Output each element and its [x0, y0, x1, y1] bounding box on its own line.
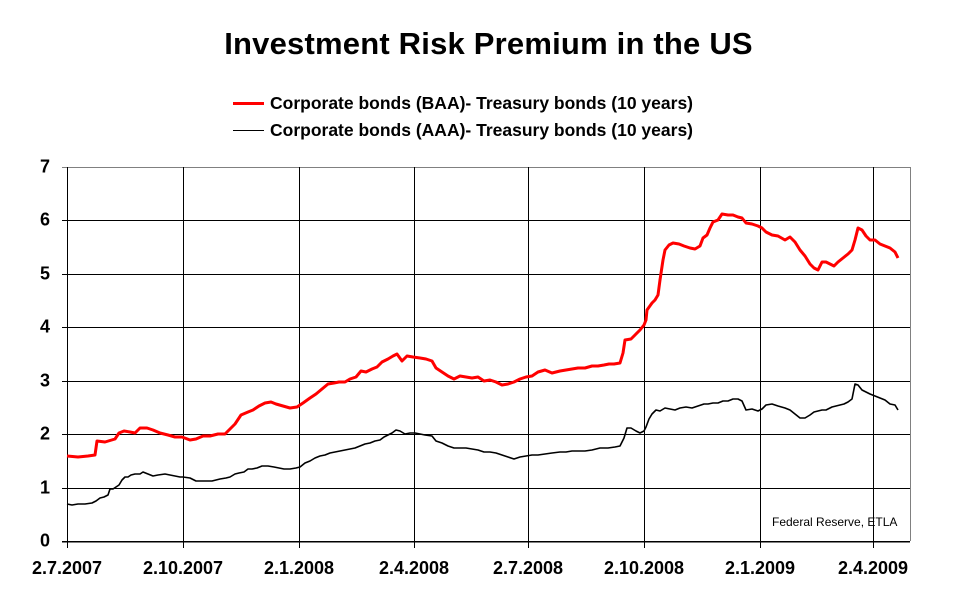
legend-label-aaa: Corporate bonds (AAA)- Treasury bonds (1…	[270, 120, 693, 140]
legend-swatch-black-line-icon	[233, 130, 264, 131]
y-tick-0: 0	[39, 530, 50, 551]
y-tick-6: 6	[39, 209, 50, 230]
vertical-gridlines	[67, 167, 874, 548]
source-annotation: Federal Reserve, ETLA	[772, 515, 898, 529]
x-tick-2-10-2008: 2.10.2008	[603, 558, 685, 578]
y-tick-7: 7	[39, 156, 50, 177]
legend-item-aaa: Corporate bonds (AAA)- Treasury bonds (1…	[233, 117, 693, 144]
y-tick-4: 4	[39, 316, 50, 337]
y-tick-3: 3	[39, 370, 50, 391]
y-tick-2: 2	[39, 423, 50, 444]
x-tick-2-1-2008: 2.1.2008	[263, 558, 335, 578]
x-tick-2-4-2009: 2.4.2009	[837, 558, 909, 578]
x-tick-2-7-2008: 2.7.2008	[492, 558, 564, 578]
series-baa-line	[66, 212, 900, 459]
series-aaa-line	[66, 383, 899, 506]
x-tick-2-4-2008: 2.4.2008	[378, 558, 450, 578]
chart-legend: Corporate bonds (BAA)- Treasury bonds (1…	[233, 90, 693, 144]
legend-label-baa: Corporate bonds (BAA)- Treasury bonds (1…	[270, 93, 693, 113]
x-tick-2-7-2007: 2.7.2007	[31, 558, 103, 578]
y-tick-1: 1	[39, 477, 50, 498]
y-tick-5: 5	[39, 263, 50, 284]
legend-item-baa: Corporate bonds (BAA)- Treasury bonds (1…	[233, 90, 693, 117]
x-tick-2-10-2007: 2.10.2007	[142, 558, 224, 578]
x-tick-2-1-2009: 2.1.2009	[724, 558, 796, 578]
chart-title: Investment Risk Premium in the US	[224, 26, 753, 61]
legend-swatch-red-line-icon	[233, 102, 264, 105]
